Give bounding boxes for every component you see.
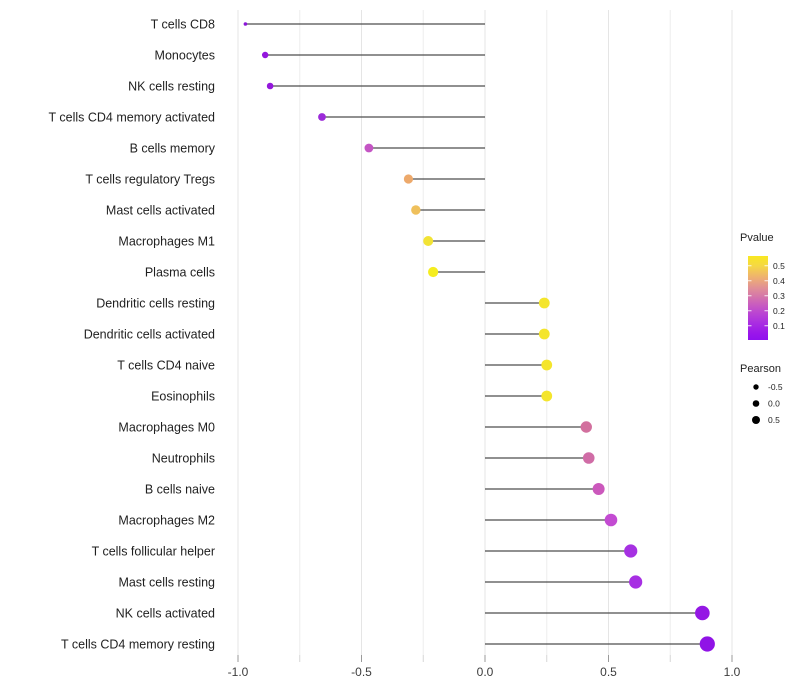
lollipop-dot [582, 452, 595, 464]
legend-pearson-dot [753, 384, 759, 390]
y-axis-label: B cells memory [130, 142, 216, 156]
lollipop-row: Eosinophils [151, 390, 553, 404]
lollipop-dot [243, 22, 248, 26]
legend-pearson-label: -0.5 [768, 382, 783, 392]
colorbar-tick-label: 0.5 [773, 261, 785, 271]
lollipop-row: Mast cells activated [106, 204, 485, 218]
lollipop-row: B cells memory [130, 142, 485, 156]
x-tick-label: 0.5 [600, 665, 617, 679]
colorbar-tick-label: 0.3 [773, 291, 785, 301]
lollipop-dot [266, 82, 274, 90]
lollipop-row: NK cells activated [116, 605, 710, 621]
lollipop-rows: T cells CD8 Monocytes NK cells resting T ce… [49, 18, 715, 652]
x-tick-label: -0.5 [351, 665, 372, 679]
colorbar-tick-label: 0.2 [773, 306, 785, 316]
lollipop-row: Dendritic cells resting [96, 297, 550, 311]
legend-pvalue-colorbar [748, 256, 768, 340]
legend-pearson-label: 0.5 [768, 415, 780, 425]
lollipop-dot [541, 390, 553, 402]
lollipop-row: T cells regulatory Tregs [85, 173, 485, 187]
colorbar-tick-label: 0.4 [773, 276, 785, 286]
lollipop-row: T cells CD4 memory resting [61, 636, 715, 652]
lollipop-dot [538, 328, 550, 340]
y-axis-label: NK cells activated [116, 607, 215, 621]
lollipop-row: Macrophages M0 [118, 421, 592, 435]
gridlines [237, 10, 733, 655]
y-axis-label: Monocytes [155, 49, 215, 63]
lollipop-dot [364, 143, 374, 153]
colorbar-tick-label: 0.1 [773, 321, 785, 331]
lollipop-row: Plasma cells [145, 266, 485, 280]
y-axis-label: Macrophages M0 [118, 421, 215, 435]
y-axis-label: Macrophages M1 [118, 235, 215, 249]
legend-pearson-dot [752, 400, 760, 407]
y-axis-label: Neutrophils [152, 452, 215, 466]
x-axis-tick-labels: -1.0 -0.5 0.0 0.5 1.0 [228, 665, 741, 679]
y-axis-label: NK cells resting [128, 80, 215, 94]
lollipop-row: T cells CD8 [151, 18, 485, 32]
lollipop-row: Mast cells resting [118, 575, 643, 590]
legend-pvalue: Pvalue 0.5 0.4 0.3 0.2 0.1 [740, 232, 785, 340]
legend-pearson: Pearson -0.5 0.0 0.5 [740, 363, 783, 425]
lollipop-row: Macrophages M1 [118, 235, 485, 249]
lollipop-dot [592, 483, 605, 495]
lollipop-dot [629, 575, 643, 589]
lollipop-dot [261, 51, 269, 59]
y-axis-label: Plasma cells [145, 266, 215, 280]
x-tick-label: 0.0 [477, 665, 494, 679]
legend-pvalue-title: Pvalue [740, 232, 774, 244]
lollipop-row: T cells CD4 memory activated [49, 111, 485, 125]
y-axis-label: T cells follicular helper [92, 545, 215, 559]
y-axis-label: T cells CD4 memory resting [61, 638, 215, 652]
lollipop-row: T cells follicular helper [92, 544, 638, 559]
y-axis-label: Mast cells activated [106, 204, 215, 218]
lollipop-row: Neutrophils [152, 452, 595, 466]
y-axis-label: T cells CD4 memory activated [49, 111, 216, 125]
lollipop-dot [541, 359, 553, 371]
y-axis-label: Mast cells resting [118, 576, 215, 590]
y-axis-label: Dendritic cells activated [84, 328, 215, 342]
lollipop-dot [403, 174, 414, 184]
legend-pearson-title: Pearson [740, 363, 781, 375]
lollipop-dot [318, 113, 326, 121]
lollipop-dot [538, 297, 550, 309]
lollipop-dot [604, 513, 618, 527]
lollipop-row: NK cells resting [128, 80, 485, 94]
y-axis-label: T cells CD4 naive [117, 359, 215, 373]
lollipop-row: Dendritic cells activated [84, 328, 550, 342]
legend-pearson-label: 0.0 [768, 399, 780, 409]
x-tick-label: 1.0 [724, 665, 741, 679]
lollipop-dot [428, 266, 439, 278]
lollipop-dot [411, 205, 421, 215]
lollipop-dot [699, 636, 715, 652]
lollipop-row: B cells naive [145, 483, 605, 497]
lollipop-dot [580, 421, 592, 433]
y-axis-label: T cells regulatory Tregs [85, 173, 215, 187]
y-axis-label: Dendritic cells resting [96, 297, 215, 311]
lollipop-row: Monocytes [155, 49, 485, 63]
lollipop-row: T cells CD4 naive [117, 359, 553, 373]
y-axis-label: B cells naive [145, 483, 215, 497]
x-axis-ticks [237, 655, 733, 662]
lollipop-dot [695, 605, 710, 621]
y-axis-label: Macrophages M2 [118, 514, 215, 528]
y-axis-label: Eosinophils [151, 390, 215, 404]
y-axis-label: T cells CD8 [151, 18, 215, 32]
lollipop-dot [624, 544, 638, 558]
legend-pearson-dot [752, 416, 760, 424]
lollipop-dot [423, 236, 434, 246]
x-tick-label: -1.0 [228, 665, 249, 679]
lollipop-row: Macrophages M2 [118, 513, 618, 528]
